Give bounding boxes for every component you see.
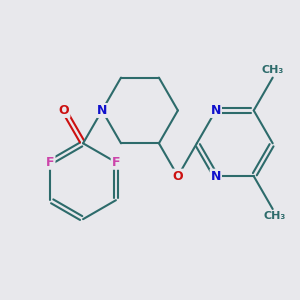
- Text: CH₃: CH₃: [264, 211, 286, 221]
- Text: N: N: [97, 104, 107, 117]
- Text: N: N: [211, 104, 221, 117]
- Text: F: F: [112, 156, 120, 169]
- Text: CH₃: CH₃: [262, 65, 284, 75]
- Text: N: N: [211, 169, 221, 183]
- Text: O: O: [172, 169, 183, 183]
- Text: F: F: [46, 156, 55, 169]
- Text: O: O: [59, 104, 69, 117]
